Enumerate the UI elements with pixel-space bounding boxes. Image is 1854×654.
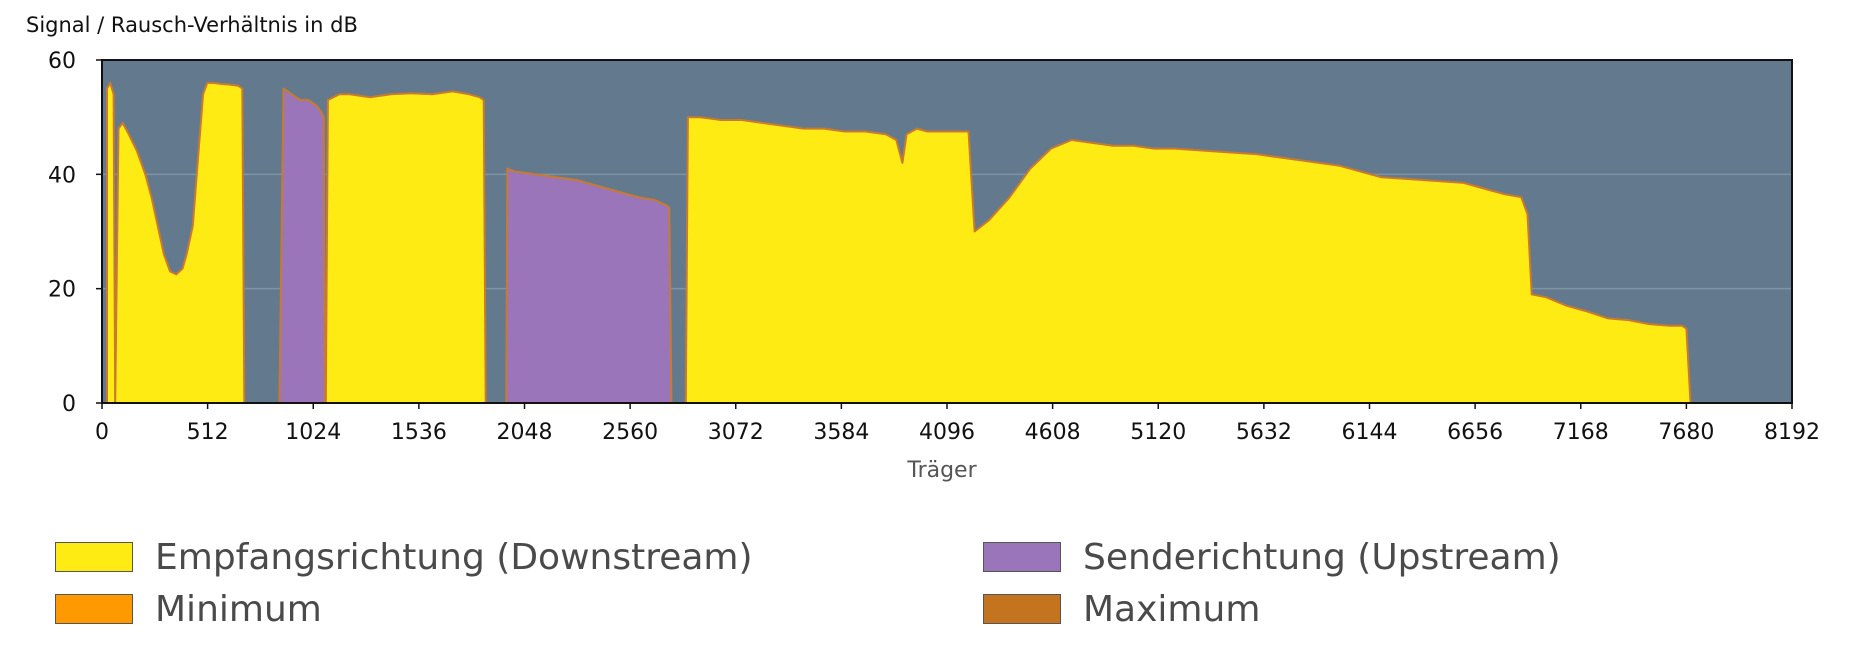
downstream-area-segment-2 — [324, 90, 487, 404]
x-tick-label-4608: 4608 — [1025, 420, 1081, 445]
x-tick-label-3072: 3072 — [708, 420, 764, 445]
legend-swatch-upstream — [983, 542, 1061, 572]
legend-item-downstream[interactable]: Empfangsrichtung (Downstream) — [55, 535, 753, 579]
downstream-area-segment-3 — [684, 116, 1692, 404]
legend-label-minimum: Minimum — [155, 588, 322, 630]
y-tick-label-20: 20 — [48, 278, 76, 303]
y-tick-label-40: 40 — [48, 163, 76, 188]
x-tick-label-7680: 7680 — [1658, 420, 1714, 445]
x-axis-title: Träger — [906, 458, 977, 483]
legend-label-upstream: Senderichtung (Upstream) — [1083, 536, 1561, 578]
x-tick-label-6144: 6144 — [1342, 420, 1398, 445]
legend-swatch-maximum — [983, 594, 1061, 624]
x-tick-label-4096: 4096 — [919, 420, 975, 445]
chart-legend: Empfangsrichtung (Downstream) Sendericht… — [55, 535, 1805, 645]
downstream-area-segment-1 — [114, 81, 246, 404]
legend-item-upstream[interactable]: Senderichtung (Upstream) — [983, 535, 1561, 579]
downstream-area-segment-0 — [106, 81, 117, 404]
y-axis-title: Signal / Rausch-Verhältnis in dB — [26, 13, 358, 37]
x-tick-label-6656: 6656 — [1447, 420, 1503, 445]
x-tick-label-512: 512 — [187, 420, 229, 445]
x-tick-label-2048: 2048 — [497, 420, 553, 445]
legend-item-minimum[interactable]: Minimum — [55, 587, 322, 631]
upstream-area-segment-0 — [278, 87, 326, 404]
legend-label-downstream: Empfangsrichtung (Downstream) — [155, 536, 753, 578]
x-tick-label-1024: 1024 — [285, 420, 341, 445]
x-tick-label-2560: 2560 — [602, 420, 658, 445]
legend-label-maximum: Maximum — [1083, 588, 1261, 630]
y-tick-label-0: 0 — [62, 392, 76, 417]
y-tick-label-60: 60 — [48, 49, 76, 74]
x-tick-label-3584: 3584 — [813, 420, 869, 445]
x-tick-label-5632: 5632 — [1236, 420, 1292, 445]
legend-swatch-downstream — [55, 542, 133, 572]
x-tick-label-7168: 7168 — [1553, 420, 1609, 445]
x-tick-label-0: 0 — [95, 420, 109, 445]
x-tick-label-1536: 1536 — [391, 420, 447, 445]
chart-canvas: 0 20 40 60 0 512 1024 1536 2048 2560 3072 3584 4096 4… — [26, 13, 1820, 483]
x-tick-label-5120: 5120 — [1130, 420, 1186, 445]
x-tick-label-8192: 8192 — [1764, 420, 1820, 445]
legend-item-maximum[interactable]: Maximum — [983, 587, 1260, 631]
legend-swatch-minimum — [55, 594, 133, 624]
upstream-area-segment-1 — [505, 167, 673, 404]
